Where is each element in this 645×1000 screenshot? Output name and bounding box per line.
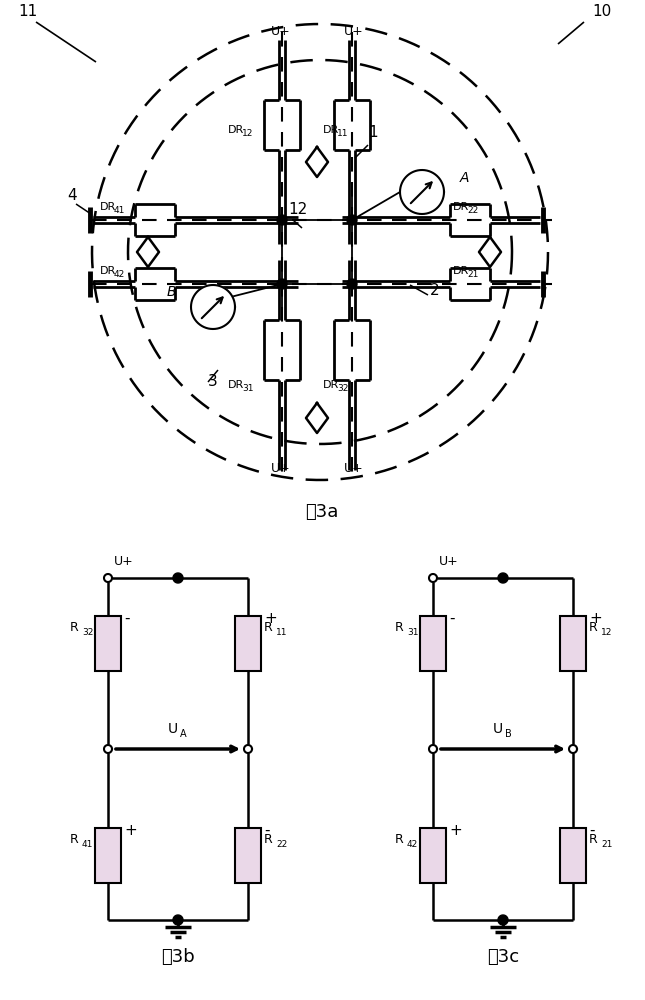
Text: 22: 22 [467, 206, 478, 215]
Text: 41: 41 [114, 206, 125, 215]
Polygon shape [104, 574, 112, 582]
Text: 31: 31 [242, 384, 253, 393]
Polygon shape [429, 745, 437, 753]
Text: 12: 12 [288, 202, 307, 217]
Polygon shape [191, 285, 235, 329]
Polygon shape [173, 573, 183, 583]
Text: U+: U+ [344, 462, 364, 475]
Text: U: U [168, 722, 178, 736]
Text: -: - [124, 611, 130, 626]
Text: 42: 42 [407, 840, 418, 849]
Text: B: B [167, 285, 177, 299]
Text: U+: U+ [271, 462, 291, 475]
Bar [420, 828, 446, 882]
Text: R: R [589, 833, 598, 846]
Polygon shape [104, 745, 112, 753]
Text: DR: DR [453, 202, 470, 212]
Text: U+: U+ [344, 25, 364, 38]
Text: +: + [589, 611, 602, 626]
Text: A: A [460, 171, 470, 185]
Polygon shape [277, 279, 287, 289]
Text: U+: U+ [439, 555, 459, 568]
Text: 32: 32 [337, 384, 348, 393]
Polygon shape [479, 237, 501, 267]
Text: 11: 11 [337, 129, 348, 138]
Text: 1: 1 [368, 125, 377, 140]
Polygon shape [306, 147, 328, 177]
Text: 4: 4 [67, 188, 77, 203]
Bar [95, 615, 121, 670]
Text: 3: 3 [208, 374, 218, 389]
Text: R: R [70, 833, 79, 846]
Text: DR: DR [323, 125, 339, 135]
Bar [235, 615, 261, 670]
Bar [560, 615, 586, 670]
Bar [420, 615, 446, 670]
Text: 2: 2 [430, 283, 440, 298]
Text: 22: 22 [276, 840, 287, 849]
Text: 42: 42 [114, 270, 125, 279]
Polygon shape [244, 745, 252, 753]
Text: DR: DR [100, 266, 116, 276]
Polygon shape [347, 215, 357, 225]
Text: 10: 10 [592, 4, 611, 19]
Text: DR: DR [228, 380, 244, 390]
Text: 图3a: 图3a [305, 503, 339, 521]
Text: 41: 41 [82, 840, 94, 849]
Text: 11: 11 [18, 4, 37, 19]
Text: 11: 11 [276, 628, 288, 637]
Polygon shape [137, 237, 159, 267]
Polygon shape [277, 215, 287, 225]
Text: 图3c: 图3c [487, 948, 519, 966]
Text: A: A [180, 729, 186, 739]
Text: R: R [589, 621, 598, 634]
Text: 21: 21 [467, 270, 479, 279]
Text: DR: DR [228, 125, 244, 135]
Polygon shape [498, 573, 508, 583]
Text: U+: U+ [114, 555, 134, 568]
Text: -: - [589, 823, 595, 838]
Text: DR: DR [453, 266, 470, 276]
Text: DR: DR [323, 380, 339, 390]
Text: R: R [264, 833, 273, 846]
Text: DR: DR [100, 202, 116, 212]
Polygon shape [498, 915, 508, 925]
Text: +: + [124, 823, 137, 838]
Text: U+: U+ [271, 25, 291, 38]
Text: -: - [449, 611, 455, 626]
Text: +: + [449, 823, 462, 838]
Polygon shape [306, 403, 328, 433]
Text: -: - [264, 823, 270, 838]
Text: 图3b: 图3b [161, 948, 195, 966]
Bar [560, 828, 586, 882]
Text: R: R [395, 833, 404, 846]
Bar [235, 828, 261, 882]
Polygon shape [569, 745, 577, 753]
Text: R: R [70, 621, 79, 634]
Text: 21: 21 [601, 840, 612, 849]
Text: R: R [395, 621, 404, 634]
Text: 31: 31 [407, 628, 419, 637]
Text: U: U [493, 722, 503, 736]
Polygon shape [400, 170, 444, 214]
Text: B: B [505, 729, 511, 739]
Text: 32: 32 [82, 628, 94, 637]
Polygon shape [347, 279, 357, 289]
Bar [95, 828, 121, 882]
Polygon shape [173, 915, 183, 925]
Text: +: + [264, 611, 277, 626]
Text: 12: 12 [601, 628, 612, 637]
Polygon shape [429, 574, 437, 582]
Text: 12: 12 [242, 129, 253, 138]
Text: R: R [264, 621, 273, 634]
